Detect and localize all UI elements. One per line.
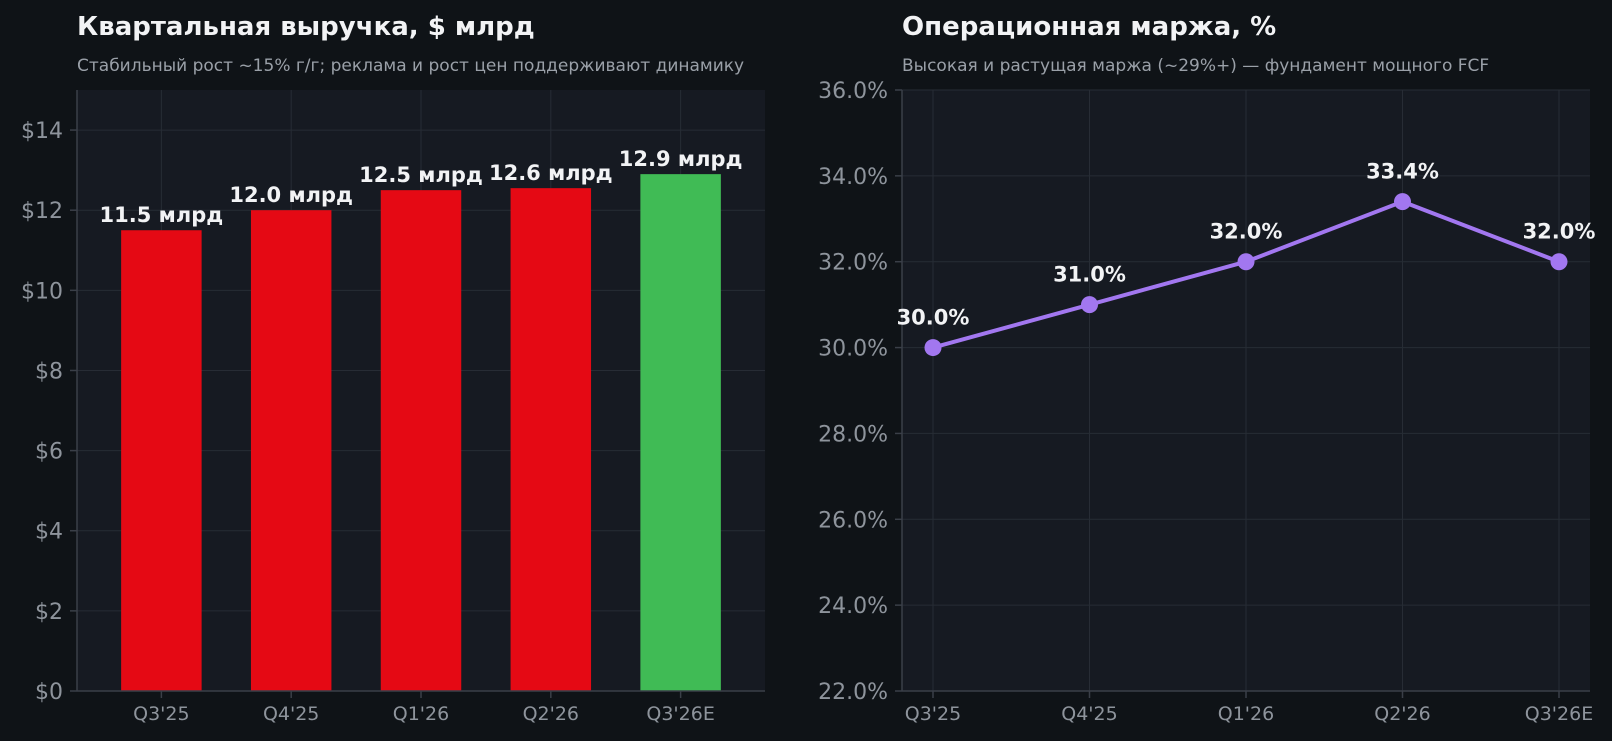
margin-y-tick-label: 32.0% — [818, 251, 888, 276]
margin-chart-title: Операционная маржа, % — [902, 12, 1276, 42]
revenue-x-tick-label: Q3'26E — [646, 703, 714, 725]
revenue-data-label: 12.9 млрд — [619, 147, 743, 171]
margin-x-tick-label: Q4'25 — [1061, 703, 1117, 725]
margin-data-point — [1394, 193, 1411, 211]
revenue-data-label: 11.5 млрд — [100, 203, 224, 227]
margin-x-tick-label: Q1'26 — [1218, 703, 1274, 725]
margin-data-label: 31.0% — [1053, 263, 1126, 287]
margin-data-label: 32.0% — [1210, 220, 1283, 244]
margin-chart: Операционная маржа, % Высокая и растущая… — [818, 12, 1595, 725]
revenue-y-tick-label: $6 — [35, 440, 63, 465]
margin-y-ticks: 22.0% 24.0% 26.0% 28.0% 30.0% 32.0% 34.0% 36.0% — [818, 79, 902, 705]
revenue-bar — [640, 174, 721, 691]
margin-y-tick-label: 28.0% — [818, 422, 888, 447]
revenue-y-tick-label: $12 — [21, 199, 63, 224]
margin-chart-subtitle: Высокая и растущая маржа (~29%+) — фунда… — [902, 56, 1489, 76]
revenue-y-tick-label: $14 — [21, 119, 63, 144]
revenue-bar — [510, 188, 592, 691]
revenue-x-tick-label: Q4'25 — [263, 703, 319, 725]
revenue-chart-title: Квартальная выручка, $ млрд — [77, 12, 535, 42]
revenue-bar — [380, 190, 462, 691]
margin-y-tick-label: 36.0% — [818, 79, 888, 104]
margin-series — [924, 193, 1568, 357]
revenue-data-label: 12.0 млрд — [229, 183, 353, 207]
margin-data-label: 33.4% — [1366, 160, 1439, 184]
margin-data-point — [1237, 253, 1255, 271]
margin-data-point — [1550, 253, 1568, 271]
margin-y-tick-label: 30.0% — [818, 337, 888, 362]
revenue-y-tick-label: $0 — [35, 680, 63, 705]
margin-data-point — [924, 339, 942, 357]
revenue-y-tick-label: $2 — [35, 600, 63, 625]
margin-x-ticks: Q3'25 Q4'25 Q1'26 Q2'26 Q3'26E — [905, 691, 1593, 725]
revenue-x-tick-label: Q3'25 — [133, 703, 189, 725]
revenue-x-tick-label: Q2'26 — [523, 703, 579, 725]
margin-y-tick-label: 26.0% — [818, 508, 888, 533]
margin-x-tick-label: Q3'25 — [905, 703, 961, 725]
revenue-y-tick-label: $4 — [35, 520, 63, 545]
revenue-x-tick-label: Q1'26 — [393, 703, 449, 725]
revenue-data-label: 12.6 млрд — [489, 161, 613, 185]
revenue-data-label: 12.5 млрд — [359, 163, 483, 187]
revenue-y-tick-label: $8 — [35, 359, 63, 384]
margin-data-point — [1081, 296, 1098, 314]
margin-data-labels: 30.0% 31.0% 32.0% 33.4% 32.0% — [897, 160, 1596, 330]
margin-x-tick-label: Q2'26 — [1374, 703, 1430, 725]
revenue-bar — [121, 230, 202, 691]
revenue-chart: Квартальная выручка, $ млрд Стабильный р… — [21, 12, 765, 725]
margin-data-label: 30.0% — [897, 306, 970, 330]
margin-y-tick-label: 22.0% — [818, 680, 888, 705]
revenue-bars — [121, 174, 721, 691]
margin-y-tick-label: 34.0% — [818, 165, 888, 190]
revenue-x-ticks: Q3'25 Q4'25 Q1'26 Q2'26 Q3'26E — [133, 691, 715, 725]
margin-y-tick-label: 24.0% — [818, 594, 888, 619]
revenue-chart-subtitle: Стабильный рост ~15% г/г; реклама и рост… — [77, 56, 744, 76]
margin-x-tick-label: Q3'26E — [1525, 703, 1593, 725]
revenue-y-tick-label: $10 — [21, 279, 63, 304]
margin-data-label: 32.0% — [1523, 220, 1596, 244]
revenue-bar — [250, 210, 332, 691]
revenue-y-ticks: $0 $2 $4 $6 $8 $10 $12 $14 — [21, 119, 77, 705]
